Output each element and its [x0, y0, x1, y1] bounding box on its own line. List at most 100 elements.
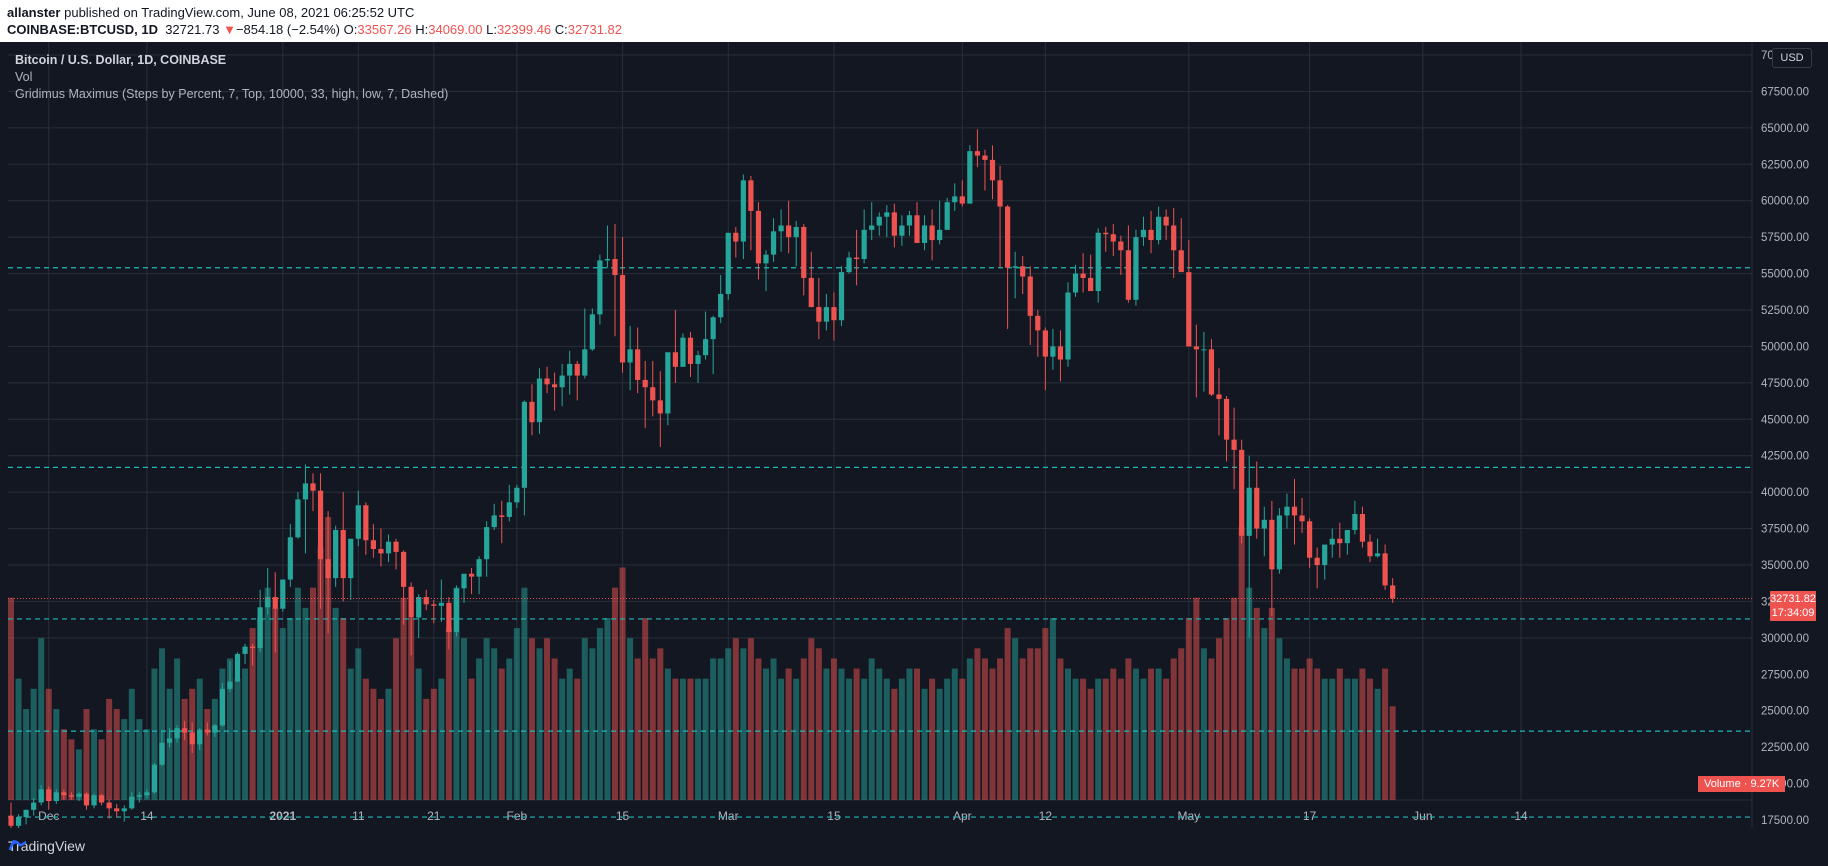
volume-bar: [687, 678, 694, 800]
volume-bar: [1276, 638, 1283, 800]
candle: [710, 315, 716, 375]
volume-tag: Volume · 9.27K: [1698, 776, 1786, 792]
candle: [1337, 522, 1343, 558]
volume-bar: [1140, 678, 1147, 800]
volume-bar: [408, 618, 415, 800]
candle: [370, 524, 376, 558]
candle: [1125, 225, 1131, 303]
volume-bar: [1238, 527, 1245, 800]
candle: [53, 789, 59, 804]
volume-bar: [1382, 668, 1389, 800]
candle: [1329, 528, 1335, 558]
candle: [348, 538, 354, 600]
y-tick-label: 62500.00: [1761, 159, 1809, 171]
volume-bar: [664, 668, 671, 800]
candle: [506, 484, 512, 522]
brand-link[interactable]: TradingView: [8, 838, 85, 854]
candle: [61, 789, 67, 800]
volume-bar: [1336, 668, 1343, 800]
volume-bar: [1170, 658, 1177, 800]
price-tag-value: 32731.82: [1770, 592, 1816, 605]
candle: [929, 209, 935, 261]
volume-bar: [778, 678, 785, 800]
volume-bar: [310, 587, 316, 800]
candle: [1178, 218, 1184, 273]
currency-button[interactable]: USD: [1772, 48, 1812, 68]
x-tick-label: Mar: [718, 809, 739, 823]
volume-bar: [642, 618, 649, 800]
candle: [937, 200, 943, 245]
volume-bar: [377, 698, 384, 800]
candle: [31, 798, 37, 816]
candle: [1291, 479, 1298, 545]
volume-bar: [1057, 658, 1064, 800]
candle: [733, 226, 739, 258]
candle: [1390, 578, 1396, 603]
volume-bar: [891, 688, 898, 800]
candle: [650, 361, 656, 417]
volume-bar: [763, 668, 769, 800]
volume-bar: [445, 628, 452, 800]
volume-bar: [181, 698, 188, 800]
volume-bar: [234, 678, 241, 800]
volume-bar: [846, 678, 853, 800]
candle: [884, 205, 890, 238]
volume-bar: [91, 729, 98, 800]
y-tick-label: 60000.00: [1761, 196, 1809, 208]
candle: [891, 203, 897, 248]
candle: [665, 352, 671, 426]
volume-bar: [121, 719, 128, 800]
candle: [657, 371, 663, 447]
volume-bar: [634, 658, 641, 800]
candle: [1367, 534, 1373, 563]
candle: [317, 473, 324, 609]
candle: [725, 232, 731, 300]
candle: [801, 224, 807, 296]
candle: [1284, 493, 1290, 529]
volume-bar: [8, 597, 14, 800]
volume-bar: [1306, 658, 1313, 800]
candle: [997, 165, 1003, 268]
candle: [1050, 328, 1056, 370]
volume-bar: [113, 709, 120, 800]
volume-bar: [159, 648, 165, 800]
candle: [408, 582, 414, 656]
volume-bar: [385, 688, 392, 800]
candle: [1307, 518, 1313, 568]
candle: [914, 202, 920, 243]
volume-bar: [1117, 678, 1124, 800]
volume-bar: [1208, 658, 1215, 800]
candle: [672, 310, 678, 383]
candle: [604, 225, 611, 268]
volume-bar: [98, 739, 105, 800]
volume-bar: [853, 668, 860, 800]
volume-bar: [679, 678, 686, 800]
x-tick-label: 21: [427, 809, 441, 823]
candle: [46, 786, 52, 810]
volume-bar: [876, 668, 883, 800]
candle: [1088, 254, 1094, 292]
x-tick-label: Apr: [953, 809, 972, 823]
y-tick-label: 45000.00: [1761, 414, 1809, 426]
volume-bar: [53, 709, 60, 800]
y-tick-label: 17500.00: [1761, 815, 1809, 827]
volume-bar: [370, 688, 377, 800]
volume-bar: [1148, 668, 1155, 800]
volume-bar: [1246, 587, 1253, 800]
candle: [189, 722, 195, 753]
volume-bar: [1185, 618, 1192, 800]
volume-bar: [755, 658, 762, 800]
candle: [854, 229, 860, 286]
author-name[interactable]: allanster: [7, 5, 61, 20]
candle: [982, 149, 988, 191]
candle: [227, 661, 233, 692]
candle: [287, 524, 293, 587]
volume-bar: [861, 678, 868, 800]
candle: [1216, 368, 1222, 436]
candle: [83, 792, 90, 810]
candle: [1193, 324, 1199, 398]
candle: [778, 209, 784, 252]
candle: [1020, 256, 1026, 294]
candle: [1382, 544, 1388, 590]
